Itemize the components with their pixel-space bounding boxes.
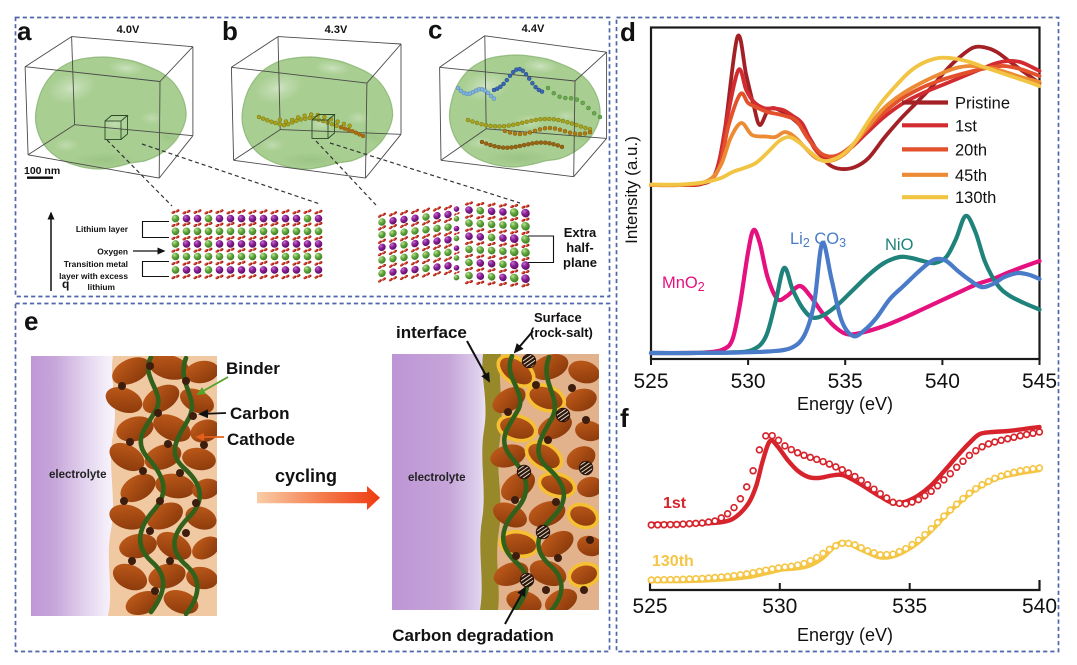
svg-text:130th: 130th: [652, 553, 694, 570]
svg-text:d: d: [620, 17, 636, 47]
svg-text:Intensity (a.u.): Intensity (a.u.): [622, 136, 641, 244]
svg-text:4.0V: 4.0V: [117, 24, 140, 36]
svg-text:Surface: Surface: [534, 310, 582, 325]
svg-text:Carbon: Carbon: [230, 404, 290, 423]
svg-text:MnO2: MnO2: [662, 274, 705, 294]
svg-text:Transition metal: Transition metal: [64, 259, 128, 269]
svg-text:half-: half-: [566, 240, 593, 255]
svg-text:e: e: [24, 306, 38, 336]
svg-text:525: 525: [632, 595, 667, 618]
svg-text:130th: 130th: [955, 189, 996, 207]
svg-text:1st: 1st: [663, 495, 687, 512]
svg-text:b: b: [222, 16, 238, 46]
svg-text:NiO: NiO: [885, 236, 914, 254]
svg-text:530: 530: [762, 595, 797, 618]
svg-text:Lithium layer: Lithium layer: [76, 224, 129, 234]
svg-text:Li2 CO3: Li2 CO3: [790, 230, 846, 250]
svg-text:(rock-salt): (rock-salt): [530, 325, 593, 340]
svg-text:f: f: [620, 403, 629, 433]
svg-text:electrolyte: electrolyte: [49, 469, 107, 481]
svg-text:lithium: lithium: [88, 282, 115, 292]
svg-text:q: q: [62, 277, 69, 291]
svg-text:545: 545: [1022, 370, 1057, 393]
svg-text:Cathode: Cathode: [227, 430, 295, 449]
svg-text:Carbon degradation: Carbon degradation: [392, 626, 554, 645]
svg-text:layer with excess: layer with excess: [59, 271, 128, 281]
svg-text:c: c: [428, 15, 442, 45]
svg-text:525: 525: [633, 370, 668, 393]
svg-text:530: 530: [731, 370, 766, 393]
svg-text:540: 540: [1022, 595, 1057, 618]
svg-text:4.3V: 4.3V: [325, 24, 348, 36]
svg-text:cycling: cycling: [275, 466, 337, 486]
svg-text:45th: 45th: [955, 167, 987, 185]
svg-text:Extra: Extra: [564, 225, 597, 240]
svg-text:540: 540: [925, 370, 960, 393]
svg-text:interface: interface: [396, 323, 467, 342]
svg-text:535: 535: [892, 595, 927, 618]
svg-text:Binder: Binder: [226, 359, 280, 378]
svg-text:Oxygen: Oxygen: [97, 247, 128, 257]
svg-text:100 nm: 100 nm: [24, 165, 60, 177]
svg-text:Pristine: Pristine: [955, 95, 1010, 113]
svg-text:1st: 1st: [955, 117, 977, 135]
svg-text:535: 535: [828, 370, 863, 393]
svg-text:plane: plane: [563, 255, 597, 270]
svg-text:Energy (eV): Energy (eV): [797, 625, 893, 645]
svg-text:a: a: [17, 16, 32, 46]
svg-text:4.4V: 4.4V: [522, 23, 545, 35]
svg-text:20th: 20th: [955, 141, 987, 159]
svg-text:electrolyte: electrolyte: [408, 472, 466, 484]
svg-text:Energy (eV): Energy (eV): [797, 394, 893, 414]
